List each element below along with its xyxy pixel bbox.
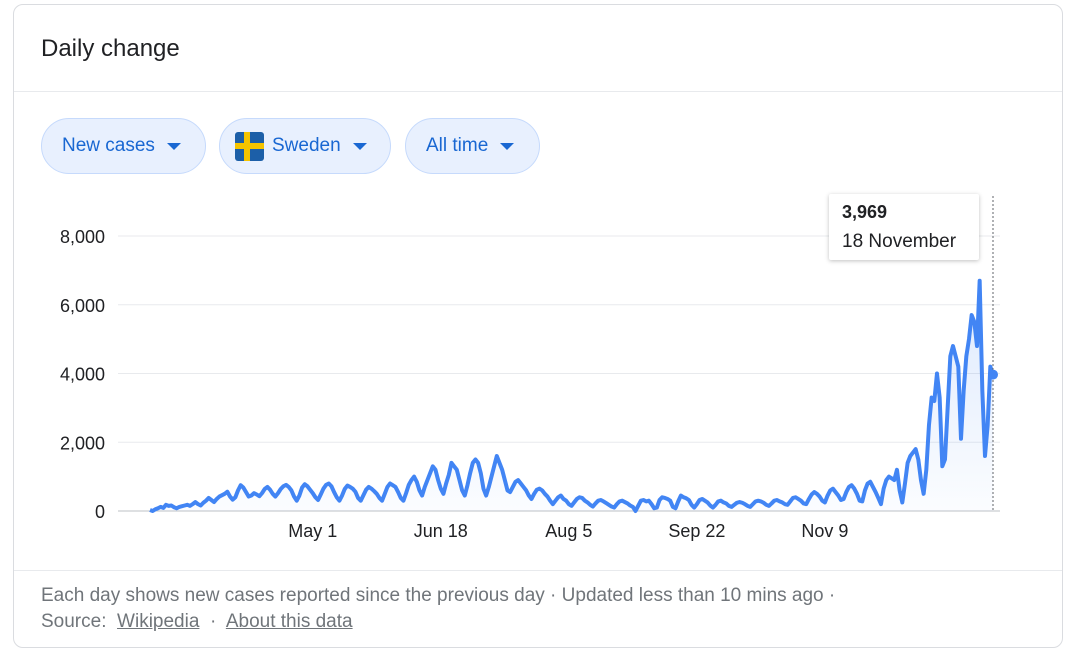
cases-line (149, 278, 995, 513)
hover-point (988, 369, 998, 380)
y-tick-label: 4,000 (60, 365, 105, 385)
footer-separator: · (209, 611, 217, 632)
wikipedia-link[interactable]: Wikipedia (117, 611, 200, 632)
source-label: Source: (41, 611, 107, 632)
about-data-link[interactable]: About this data (225, 611, 353, 632)
x-tick-label: Sep 22 (668, 521, 725, 541)
footer-note: Each day shows new cases reported since … (41, 585, 836, 606)
footer-divider (14, 570, 1062, 571)
footer-source: Source: Wikipedia · About this data (41, 611, 353, 633)
hover-tooltip: 3,969 18 November (829, 194, 979, 260)
caret-down-icon (352, 142, 367, 150)
y-tick-label: 6,000 (60, 296, 105, 316)
y-tick-label: 8,000 (60, 227, 105, 247)
x-tick-label: May 1 (288, 521, 337, 541)
y-tick-label: 2,000 (60, 433, 105, 453)
x-tick-label: Jun 18 (414, 521, 468, 541)
country-dropdown[interactable]: Sweden (219, 118, 391, 174)
caret-down-icon (500, 142, 515, 150)
caret-down-icon (166, 142, 181, 150)
range-dropdown[interactable]: All time (405, 118, 540, 174)
range-dropdown-label: All time (426, 135, 489, 156)
card-title: Daily change (41, 35, 180, 62)
country-dropdown-label: Sweden (272, 135, 341, 156)
tooltip-date: 18 November (842, 231, 957, 252)
cases-area-fill (150, 280, 993, 511)
y-tick-label: 0 (95, 502, 105, 522)
x-tick-label: Aug 5 (545, 521, 592, 541)
header-divider (14, 91, 1062, 92)
sweden-flag-icon (235, 131, 264, 161)
tooltip-value: 3,969 (842, 202, 888, 222)
x-tick-label: Nov 9 (801, 521, 848, 541)
metric-dropdown[interactable]: New cases (41, 118, 206, 174)
daily-change-card: Daily change New cases Sweden All time E… (13, 4, 1063, 648)
metric-dropdown-label: New cases (62, 135, 155, 156)
